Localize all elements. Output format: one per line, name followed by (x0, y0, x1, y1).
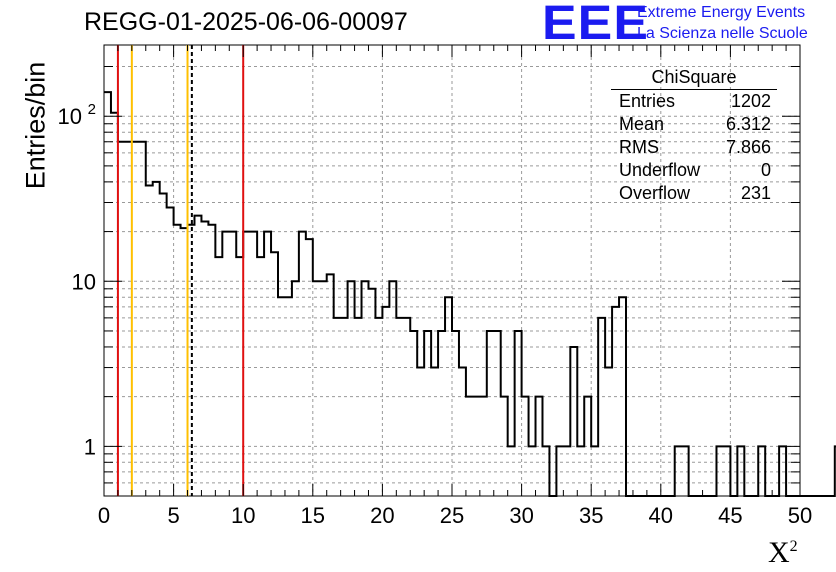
x-tick-label: 0 (98, 503, 110, 528)
x-tick-label: 10 (231, 503, 255, 528)
stats-row-rms: RMS 7.866 (619, 137, 771, 157)
plot-title: REGG-01-2025-06-06-00097 (84, 8, 408, 36)
logo-line1: Extreme Energy Events (637, 4, 806, 21)
x-tick-label: 30 (509, 503, 533, 528)
y-tick-label: 10 (58, 104, 82, 129)
x-tick-label: 20 (370, 503, 394, 528)
x-tick-label: 40 (649, 503, 673, 528)
x-tick-label: 35 (579, 503, 603, 528)
y-tick-label: 10 (72, 269, 96, 294)
stats-row-underflow: Underflow 0 (619, 160, 771, 180)
x-tick-label: 50 (788, 503, 812, 528)
stats-title: ChiSquare (611, 66, 777, 90)
eee-logo: EEE (542, 0, 649, 50)
logo-line2: La Scienza nelle Scuole (637, 25, 808, 42)
x-axis-label: X2 (768, 536, 798, 569)
y-tick-label: 1 (84, 434, 96, 459)
stats-row-overflow: Overflow 231 (619, 183, 771, 203)
y-tick-exponent: 2 (88, 101, 96, 118)
stats-box: ChiSquare Entries 1202 Mean 6.312 RMS 7.866… (611, 66, 777, 205)
x-tick-label: 45 (718, 503, 742, 528)
x-tick-label: 15 (301, 503, 325, 528)
x-tick-label: 25 (440, 503, 464, 528)
stats-row-entries: Entries 1202 (619, 91, 771, 111)
x-tick-label: 5 (167, 503, 179, 528)
stats-row-mean: Mean 6.312 (619, 114, 771, 134)
histogram-series (104, 91, 836, 497)
